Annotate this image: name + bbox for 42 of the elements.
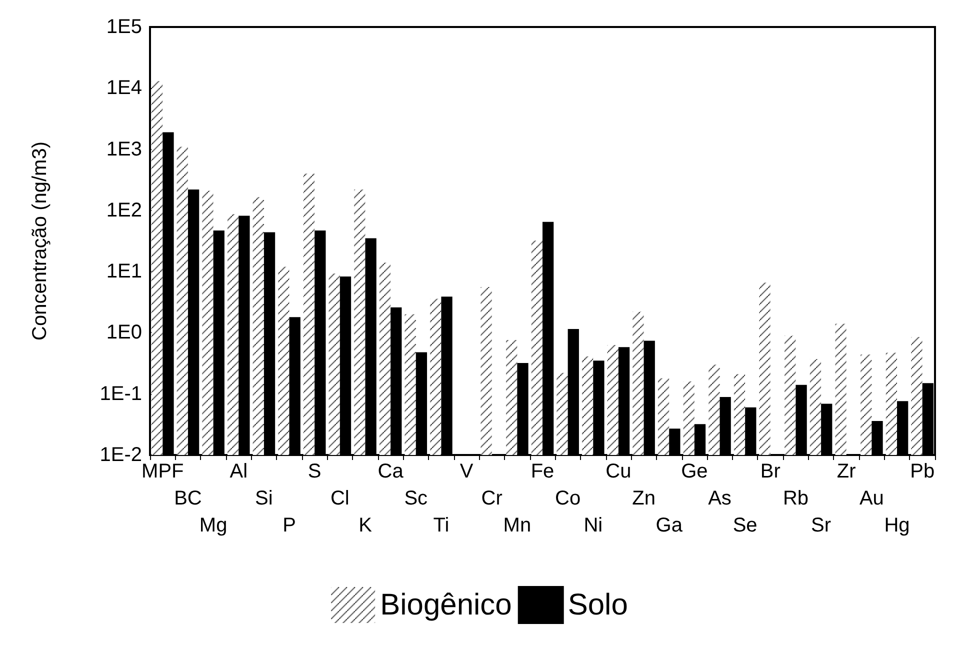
x-tick-label: Ge bbox=[681, 460, 708, 482]
legend-label: Solo bbox=[568, 588, 628, 622]
x-tick-label: Zr bbox=[836, 460, 856, 482]
x-tick-label: Sc bbox=[404, 488, 428, 510]
x-tick-label: BC bbox=[174, 488, 202, 510]
x-tick-label: Al bbox=[230, 460, 248, 482]
x-tick-label: S bbox=[308, 460, 322, 482]
x-tick-label: Hg bbox=[884, 514, 910, 536]
x-tick-label: P bbox=[282, 514, 296, 536]
x-tick-label: Sr bbox=[811, 514, 832, 536]
x-tick-label: Mn bbox=[503, 514, 532, 536]
y-tick-label: 1E3 bbox=[106, 138, 142, 160]
y-tick-label: 1E5 bbox=[106, 16, 142, 38]
x-tick-label: Cu bbox=[606, 460, 632, 482]
x-tick-label: Rb bbox=[782, 488, 809, 510]
x-tick-label: Zn bbox=[632, 488, 656, 510]
x-tick-label: Ni bbox=[584, 514, 603, 536]
x-tick-label: Si bbox=[255, 488, 273, 510]
x-tick-label: V bbox=[460, 460, 474, 482]
x-tick-label: Cl bbox=[330, 488, 350, 510]
y-tick-label: 1E-2 bbox=[100, 444, 142, 466]
x-tick-label: Au bbox=[859, 488, 884, 510]
legend-label: Biogênico bbox=[380, 588, 512, 622]
x-tick-label: Cr bbox=[481, 488, 503, 510]
x-tick-label: Ga bbox=[656, 514, 684, 536]
x-tick-label: Mg bbox=[199, 514, 228, 536]
y-tick-label: 1E4 bbox=[106, 77, 142, 100]
x-tick-label: Ca bbox=[378, 460, 404, 482]
x-tick-label: Br bbox=[760, 460, 781, 482]
x-tick-label: Fe bbox=[530, 460, 554, 482]
x-tick-label: Pb bbox=[910, 460, 935, 482]
y-axis-title: Concentração (ng/m3) bbox=[29, 142, 51, 340]
x-tick-label: As bbox=[708, 488, 732, 510]
x-tick-label: Ti bbox=[433, 514, 450, 536]
y-tick-label: 1E1 bbox=[106, 260, 142, 283]
x-tick-label: Co bbox=[555, 488, 581, 510]
y-tick-label: 1E2 bbox=[106, 199, 142, 222]
x-tick-label: MPF bbox=[142, 460, 184, 482]
y-tick-label: 1E-1 bbox=[100, 382, 142, 405]
y-tick-label: 1E0 bbox=[106, 322, 142, 344]
x-tick-label: K bbox=[358, 514, 373, 536]
x-tick-label: Se bbox=[732, 514, 758, 536]
